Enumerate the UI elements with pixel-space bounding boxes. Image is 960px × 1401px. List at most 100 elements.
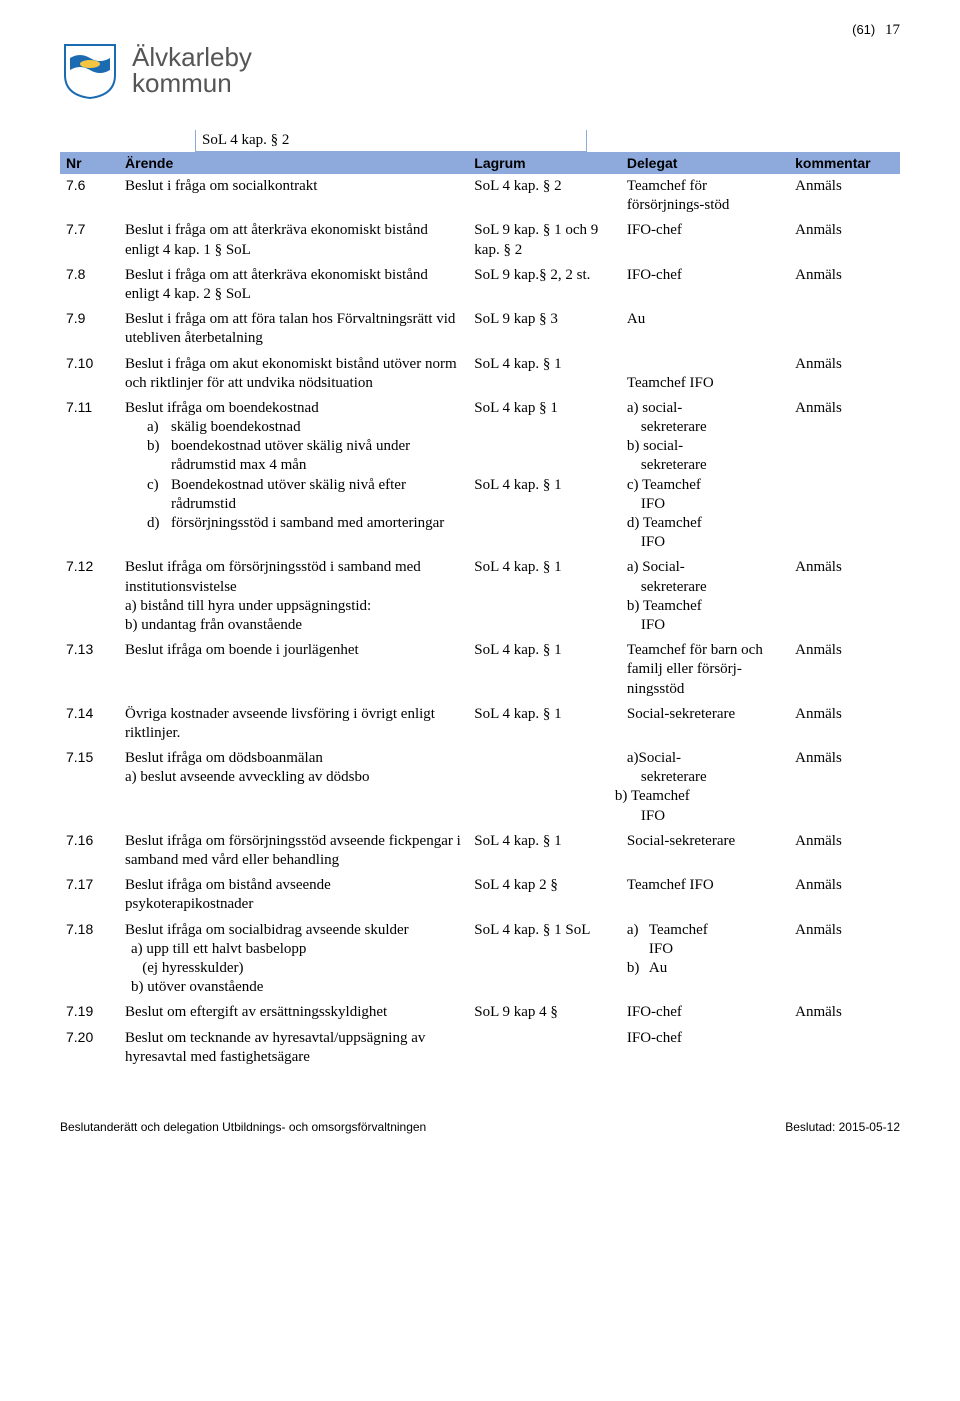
cell-kommentar: Anmäls [789, 396, 900, 556]
cell-kommentar: Anmäls [789, 638, 900, 702]
cell-arende: Beslut ifråga om boende i jourlägenhet [119, 638, 468, 702]
table-row: 7.20Beslut om tecknande av hyresavtal/up… [60, 1026, 900, 1070]
cell-kommentar: Anmäls [789, 555, 900, 638]
cell-delegat: a) social-sekreterareb) social-sekretera… [621, 396, 789, 556]
cell-arende: Beslut ifråga om socialbidrag avseende s… [119, 918, 468, 1001]
cell-kommentar: Anmäls [789, 174, 900, 218]
cell-nr: 7.14 [60, 702, 119, 746]
cell-delegat: a)Social-sekreterareb) TeamchefIFO [621, 746, 789, 829]
page-current: 17 [885, 22, 900, 38]
cell-nr: 7.13 [60, 638, 119, 702]
col-kommentar: kommentar [789, 152, 900, 174]
cell-kommentar [789, 307, 900, 351]
cell-delegat: Au [621, 307, 789, 351]
cell-lagrum: SoL 4 kap. § 1 [468, 638, 621, 702]
cell-lagrum: SoL 9 kap 4 § [468, 1000, 621, 1025]
cell-delegat: IFO-chef [621, 263, 789, 307]
cell-lagrum: SoL 4 kap. § 1 [468, 702, 621, 746]
cell-arende: Beslut ifråga om bistånd avseende psykot… [119, 873, 468, 917]
table-row: 7.18Beslut ifråga om socialbidrag avseen… [60, 918, 900, 1001]
table-row: 7.15Beslut ifråga om dödsboanmälana) bes… [60, 746, 900, 829]
col-nr: Nr [60, 152, 119, 174]
cell-lagrum: SoL 9 kap. § 1 och 9 kap. § 2 [468, 218, 621, 262]
cell-arende: Beslut i fråga om att återkräva ekonomis… [119, 218, 468, 262]
table-row: 7.14Övriga kostnader avseende livsföring… [60, 702, 900, 746]
footer: Beslutanderätt och delegation Utbildning… [60, 1120, 900, 1134]
cell-arende: Beslut i fråga om att föra talan hos För… [119, 307, 468, 351]
cell-nr: 7.17 [60, 873, 119, 917]
cell-lagrum: SoL 4 kap. § 1 [468, 352, 621, 396]
table-row: 7.7Beslut i fråga om att återkräva ekono… [60, 218, 900, 262]
cell-lagrum: SoL 4 kap. § 1 SoL [468, 918, 621, 1001]
cell-nr: 7.20 [60, 1026, 119, 1070]
table-row: 7.17Beslut ifråga om bistånd avseende ps… [60, 873, 900, 917]
cell-arende: Beslut ifråga om boendekostnada)skälig b… [119, 396, 468, 556]
cell-delegat: IFO-chef [621, 1000, 789, 1025]
cell-arende: Övriga kostnader avseende livsföring i ö… [119, 702, 468, 746]
cell-nr: 7.15 [60, 746, 119, 829]
cell-nr: 7.10 [60, 352, 119, 396]
cell-delegat: IFO-chef [621, 1026, 789, 1070]
org-line2: kommun [132, 70, 252, 96]
cell-lagrum [468, 1026, 621, 1070]
cell-delegat: Teamchef IFO [621, 352, 789, 396]
cell-nr: 7.18 [60, 918, 119, 1001]
cell-kommentar: Anmäls [789, 829, 900, 873]
org-name: Älvkarleby kommun [132, 44, 252, 96]
cell-nr: 7.16 [60, 829, 119, 873]
cell-kommentar: Anmäls [789, 702, 900, 746]
cell-arende: Beslut i fråga om att återkräva ekonomis… [119, 263, 468, 307]
table-row: 7.8Beslut i fråga om att återkräva ekono… [60, 263, 900, 307]
table-header-row: Nr Ärende Lagrum Delegat kommentar [60, 152, 900, 174]
top-continuation-cell: SoL 4 kap. § 2 [195, 130, 587, 152]
footer-left: Beslutanderätt och delegation Utbildning… [60, 1120, 426, 1134]
page-number: (61) 17 [852, 22, 900, 39]
cell-nr: 7.9 [60, 307, 119, 351]
cell-nr: 7.7 [60, 218, 119, 262]
cell-kommentar [789, 1026, 900, 1070]
municipality-logo-icon [60, 40, 120, 100]
cell-lagrum: SoL 9 kap.§ 2, 2 st. [468, 263, 621, 307]
table-row: 7.19Beslut om eftergift av ersättningssk… [60, 1000, 900, 1025]
cell-lagrum: SoL 4 kap 2 § [468, 873, 621, 917]
table-row: 7.6Beslut i fråga om socialkontraktSoL 4… [60, 174, 900, 218]
cell-delegat: a) Social-sekreterareb) TeamchefIFO [621, 555, 789, 638]
cell-kommentar: Anmäls [789, 1000, 900, 1025]
col-lagrum: Lagrum [468, 152, 621, 174]
cell-kommentar: Anmäls [789, 352, 900, 396]
table-row: 7.16Beslut ifråga om försörjningsstöd av… [60, 829, 900, 873]
col-delegat: Delegat [621, 152, 789, 174]
cell-nr: 7.11 [60, 396, 119, 556]
cell-kommentar: Anmäls [789, 873, 900, 917]
cell-delegat: IFO-chef [621, 218, 789, 262]
cell-delegat: Teamchef för barn och familj eller försö… [621, 638, 789, 702]
cell-arende: Beslut ifråga om dödsboanmälana) beslut … [119, 746, 468, 829]
cell-kommentar: Anmäls [789, 746, 900, 829]
cell-nr: 7.12 [60, 555, 119, 638]
cell-nr: 7.6 [60, 174, 119, 218]
cell-nr: 7.19 [60, 1000, 119, 1025]
org-line1: Älvkarleby [132, 44, 252, 70]
cell-arende: Beslut om eftergift av ersättningsskyldi… [119, 1000, 468, 1025]
cell-kommentar: Anmäls [789, 218, 900, 262]
table-row: 7.11Beslut ifråga om boendekostnada)skäl… [60, 396, 900, 556]
cell-delegat: a)TeamchefIFOb)Au [621, 918, 789, 1001]
table-row: 7.9Beslut i fråga om att föra talan hos … [60, 307, 900, 351]
table-row: 7.12Beslut ifråga om försörjningsstöd i … [60, 555, 900, 638]
cell-lagrum: SoL 4 kap. § 1 [468, 829, 621, 873]
cell-delegat: Social-sekreterare [621, 829, 789, 873]
table-row: 7.13Beslut ifråga om boende i jourlägenh… [60, 638, 900, 702]
footer-right: Beslutad: 2015-05-12 [785, 1120, 900, 1134]
cell-arende: Beslut i fråga om akut ekonomiskt bistån… [119, 352, 468, 396]
cell-lagrum: SoL 4 kap § 1 SoL 4 kap. § 1 [468, 396, 621, 556]
cell-lagrum: SoL 4 kap. § 1 [468, 555, 621, 638]
cell-arende: Beslut i fråga om socialkontrakt [119, 174, 468, 218]
cell-lagrum: SoL 9 kap § 3 [468, 307, 621, 351]
cell-delegat: Social-sekreterare [621, 702, 789, 746]
cell-arende: Beslut om tecknande av hyresavtal/uppsäg… [119, 1026, 468, 1070]
cell-lagrum: SoL 4 kap. § 2 [468, 174, 621, 218]
cell-nr: 7.8 [60, 263, 119, 307]
cell-arende: Beslut ifråga om försörjningsstöd avseen… [119, 829, 468, 873]
cell-arende: Beslut ifråga om försörjningsstöd i samb… [119, 555, 468, 638]
header: Älvkarleby kommun [60, 40, 900, 100]
